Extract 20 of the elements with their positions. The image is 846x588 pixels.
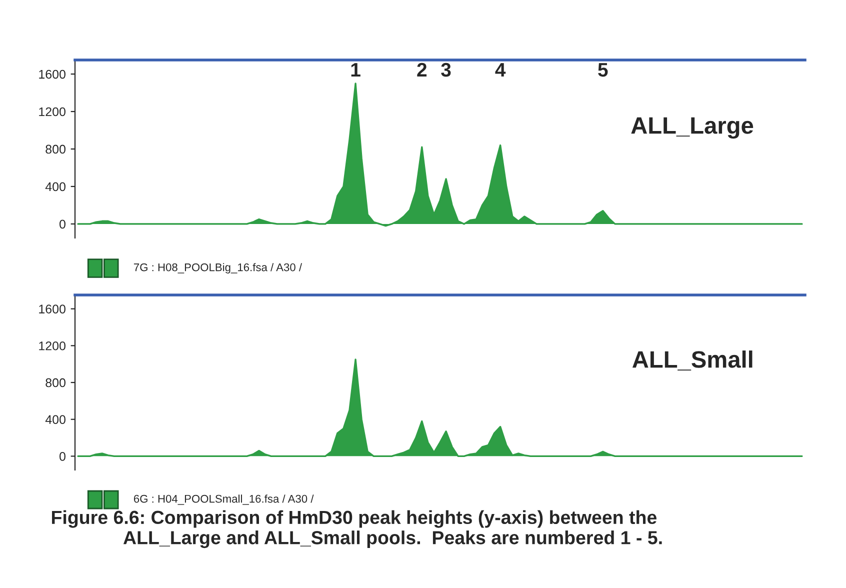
text: 6G : H04_POOLSmall_16.fsa / A30 / (134, 494, 314, 505)
annotation: 1 (351, 63, 360, 77)
y-tick-label: 800 (46, 144, 66, 154)
y-tick-label: 400 (45, 415, 66, 424)
annotation: 4 (495, 63, 506, 77)
y-tick-label: 400 (45, 182, 66, 192)
annotation: 2 (417, 62, 427, 77)
y-tick-label: 800 (46, 378, 66, 388)
y-tick-label: 0 (60, 220, 66, 229)
y-tick-label: 1600 (39, 304, 66, 314)
annotation: 5 (598, 63, 608, 77)
text: ALL_Small (632, 350, 752, 370)
text: ALL_Large (631, 117, 754, 139)
y-tick-label: 1200 (39, 107, 66, 116)
y-tick-label: 0 (60, 452, 66, 461)
y-tick-label: 1200 (39, 341, 66, 350)
y-tick-label: 1600 (39, 70, 66, 79)
text: 7G : H08_POOLBig_16.fsa / A30 / (134, 263, 302, 274)
caption: Figure 6.6: Comparison of HmD30 peak heights (y-axis) between the ALL_Large and ALL_Small pools. Peaks are numbered 1 - 5. (52, 510, 662, 548)
annotation: 3 (441, 62, 451, 77)
